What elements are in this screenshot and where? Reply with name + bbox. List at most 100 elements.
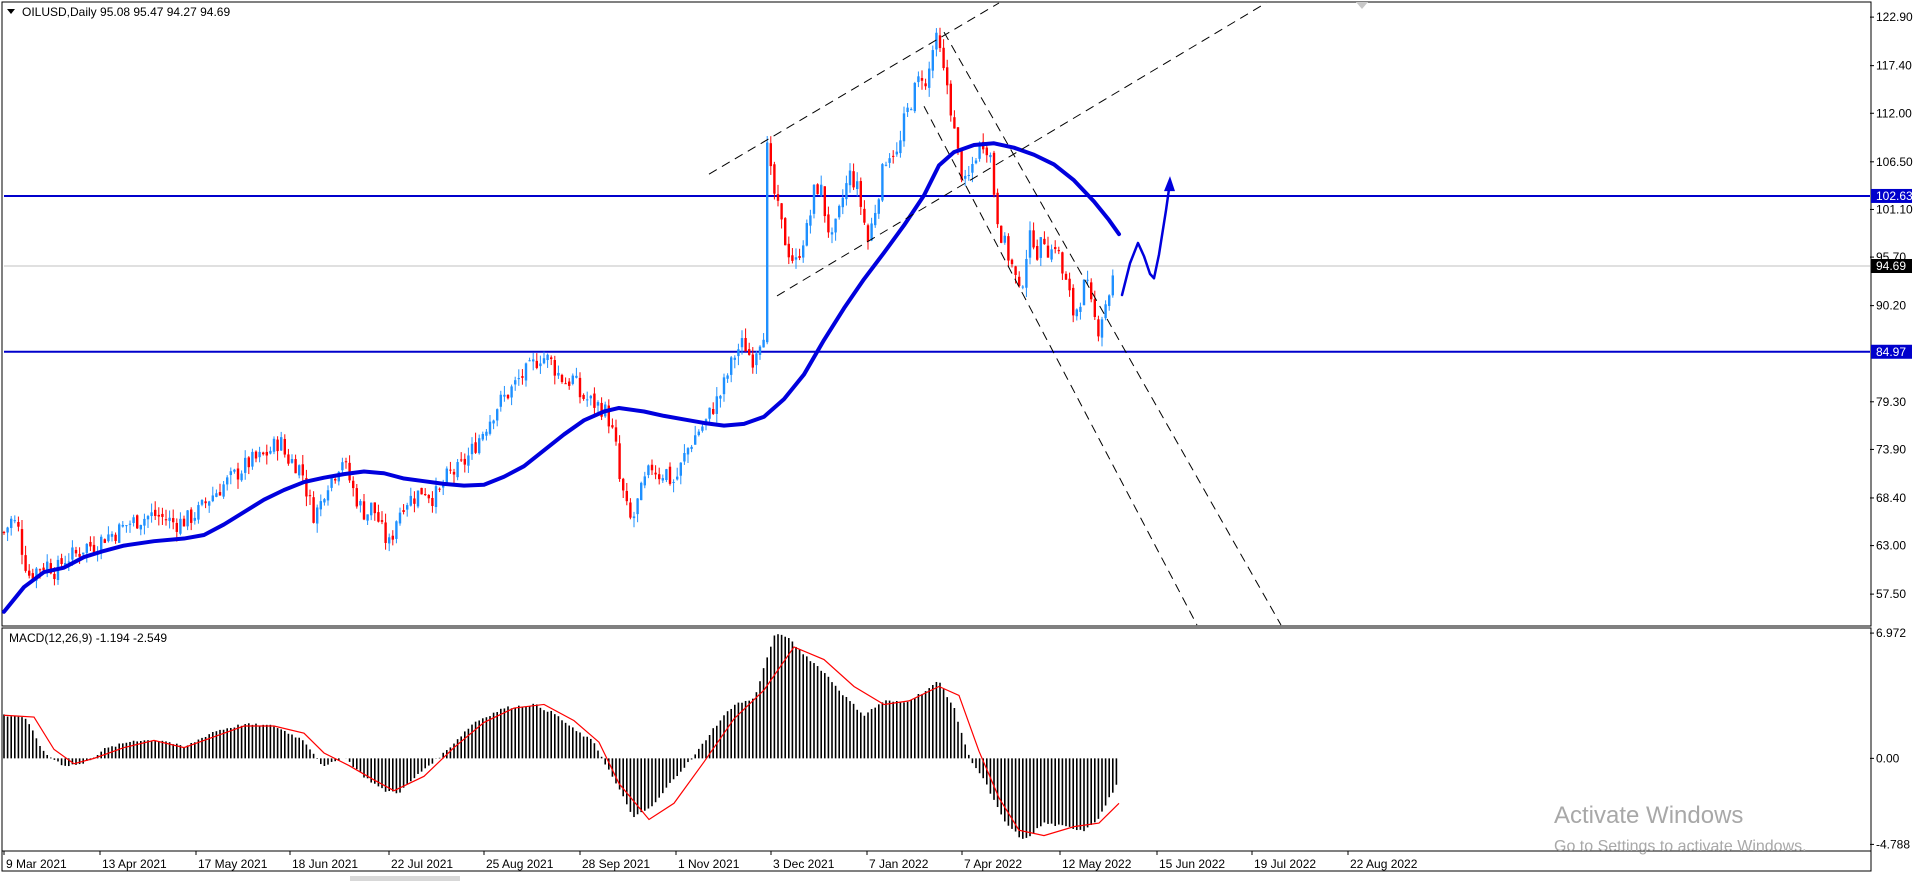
candle-body xyxy=(366,514,369,521)
candle-body xyxy=(906,107,909,113)
price-axis-label: 106.50 xyxy=(1876,155,1913,169)
candle-body xyxy=(326,490,330,501)
candle-body xyxy=(848,170,852,186)
candle-body xyxy=(740,338,744,348)
candle-body xyxy=(1014,266,1017,275)
candle-body xyxy=(913,82,916,112)
candle-body xyxy=(647,465,650,476)
candle-body xyxy=(172,518,175,523)
candle-body xyxy=(341,462,344,471)
macd-plot-area xyxy=(3,634,1120,839)
candle-body xyxy=(528,360,531,362)
candle-body xyxy=(380,520,384,522)
candle-body xyxy=(352,480,355,489)
candle-body xyxy=(323,499,326,503)
candle-body xyxy=(452,471,456,475)
candle-body xyxy=(82,552,85,555)
candle-body xyxy=(344,461,348,463)
candle-body xyxy=(672,481,675,483)
candle-body xyxy=(179,518,182,534)
candle-body xyxy=(514,380,517,385)
price-plot-area xyxy=(2,2,1870,626)
candle-body xyxy=(272,438,276,452)
candle-body xyxy=(1079,306,1082,312)
candle-body xyxy=(1068,278,1071,291)
candle-body xyxy=(460,459,463,461)
candle-body xyxy=(157,514,160,517)
candle-body xyxy=(805,223,808,246)
time-axis-label: 25 Aug 2021 xyxy=(486,857,554,871)
candle-body xyxy=(125,525,128,527)
candle-body xyxy=(910,109,913,111)
candle-body xyxy=(258,451,261,458)
candle-body xyxy=(1032,230,1035,248)
candle-body xyxy=(589,395,592,399)
candle-body xyxy=(35,568,38,581)
candle-body xyxy=(218,492,222,496)
candle-body xyxy=(956,127,960,149)
candle-body xyxy=(758,346,762,355)
candle-body xyxy=(859,181,862,207)
candle-body xyxy=(492,420,495,424)
candle-body xyxy=(38,569,42,571)
time-axis-frame xyxy=(1,850,1872,872)
candle-body xyxy=(737,349,740,357)
candle-body xyxy=(463,458,466,465)
moving-average-line xyxy=(2,141,1121,614)
candle-body xyxy=(510,386,513,398)
candle-body xyxy=(478,438,481,454)
candle-body xyxy=(485,431,488,436)
candle-body xyxy=(838,205,841,218)
candle-body xyxy=(560,374,564,382)
candle-body xyxy=(622,478,625,491)
candle-body xyxy=(852,171,855,188)
candle-body xyxy=(1093,299,1096,317)
candle-body xyxy=(276,439,279,452)
candle-body xyxy=(28,570,31,576)
price-axis-label: 57.50 xyxy=(1876,587,1906,601)
candle-body xyxy=(2,532,6,534)
candle-body xyxy=(17,521,20,527)
candle-body xyxy=(150,512,153,517)
candle-body xyxy=(100,536,103,552)
candle-body xyxy=(582,394,585,399)
candle-body xyxy=(294,459,297,474)
candle-body xyxy=(262,452,265,455)
candle-body xyxy=(650,464,654,471)
candle-body xyxy=(330,477,333,488)
candle-body xyxy=(780,203,783,220)
candle-body xyxy=(107,534,110,542)
candle-body xyxy=(931,50,934,71)
candle-body xyxy=(715,396,718,414)
candle-body xyxy=(665,469,668,480)
candle-body xyxy=(287,454,290,464)
candle-body xyxy=(593,393,596,408)
candle-body xyxy=(596,402,600,406)
time-axis-label: 22 Jul 2021 xyxy=(391,857,453,871)
candle-body xyxy=(679,462,682,476)
candle-body xyxy=(211,495,214,502)
candle-body xyxy=(395,521,398,539)
candle-body xyxy=(564,383,567,385)
horizontal-scrollbar[interactable] xyxy=(350,876,460,881)
candle-body xyxy=(586,399,589,401)
candle-body xyxy=(978,142,981,159)
candle-body xyxy=(71,547,74,560)
candle-body xyxy=(391,535,394,540)
time-axis-label: 3 Dec 2021 xyxy=(773,857,835,871)
candle-body xyxy=(629,502,632,518)
candle-body xyxy=(751,354,754,368)
candle-body xyxy=(118,524,121,543)
forecast-arrowhead-icon xyxy=(1164,176,1175,192)
candle-body xyxy=(92,544,96,553)
current-price-tag-box xyxy=(1871,259,1912,274)
macd-axis: 6.972 0.00 -4.788 xyxy=(1870,626,1910,851)
chart-shift-marker-icon[interactable] xyxy=(1356,2,1368,9)
candle-body xyxy=(6,527,9,533)
candle-body xyxy=(208,501,211,506)
candle-body xyxy=(164,519,168,521)
dropdown-triangle-icon[interactable] xyxy=(7,9,15,14)
candle-body xyxy=(841,197,844,208)
candle-body xyxy=(964,175,967,179)
candle-body xyxy=(499,394,502,407)
